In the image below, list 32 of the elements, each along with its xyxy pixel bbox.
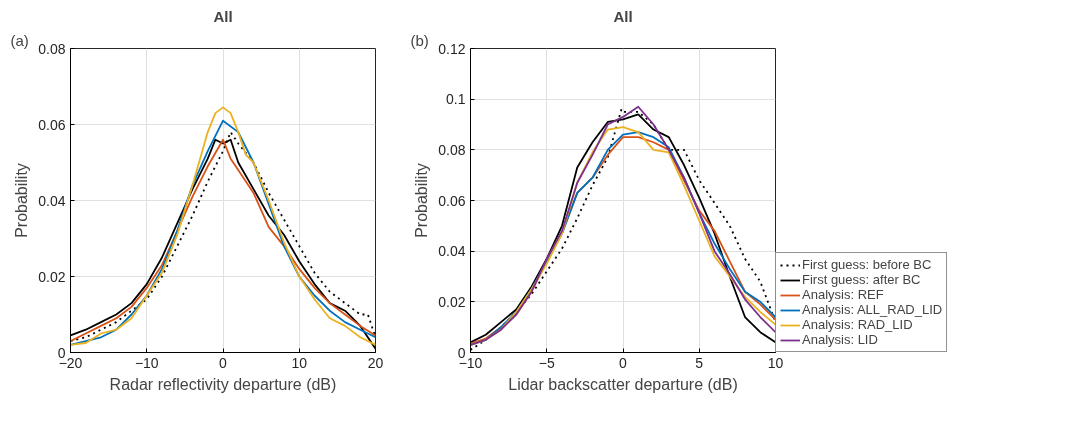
y-tick-label: 0.02 <box>38 268 66 285</box>
x-tick-label: −5 <box>538 354 555 371</box>
y-tick-label: 0.12 <box>438 40 466 57</box>
y-tick-label: 0.08 <box>38 40 66 57</box>
legend-label: Analysis: REF <box>802 287 884 302</box>
legend-label: Analysis: LID <box>802 332 878 347</box>
x-tick-label: −10 <box>134 354 159 371</box>
legend-label: First guess: after BC <box>802 272 921 287</box>
x-axis-title: Lidar backscatter departure (dB) <box>508 375 738 393</box>
legend-label: Analysis: RAD_LID <box>802 317 913 332</box>
x-axis-title: Radar reflectivity departure (dB) <box>109 375 337 393</box>
x-tick-label: 10 <box>291 354 308 371</box>
y-axis-title: Probability <box>413 163 431 238</box>
y-tick-label: 0.04 <box>38 192 66 209</box>
y-tick-label: 0.02 <box>438 293 466 310</box>
text: (b) <box>410 31 429 49</box>
x-tick-label: 20 <box>367 354 384 371</box>
y-tick-label: 0.06 <box>438 192 466 209</box>
text: (a) <box>10 31 29 49</box>
chart-title: All <box>213 7 233 25</box>
y-tick-label: 0.04 <box>438 243 466 260</box>
x-tick-label: 10 <box>767 354 784 371</box>
y-tick-label: 0.1 <box>446 91 466 108</box>
chart-title: All <box>613 7 633 25</box>
legend-label: First guess: before BC <box>802 257 932 272</box>
y-tick-label: 0.06 <box>38 116 66 133</box>
x-tick-label: 0 <box>619 354 628 371</box>
x-tick-label: 5 <box>695 354 704 371</box>
y-tick-label: 0.08 <box>438 141 466 158</box>
x-tick-label: 0 <box>219 354 228 371</box>
y-axis-title: Probability <box>13 163 31 238</box>
legend-label: Analysis: ALL_RAD_LID <box>802 302 943 317</box>
